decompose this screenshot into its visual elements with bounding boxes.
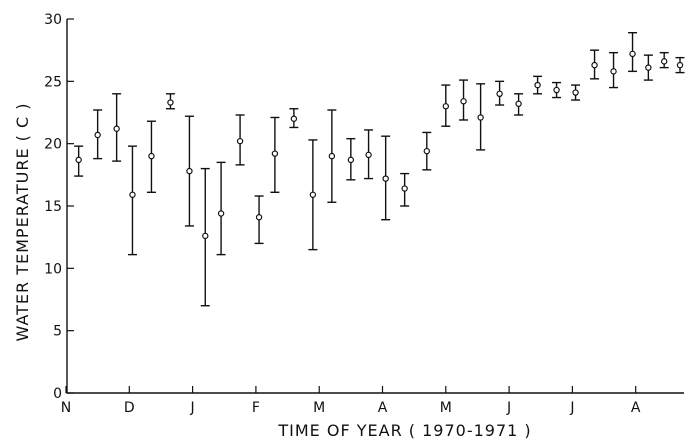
mean-marker-22 [477, 114, 484, 121]
y-tick-label-4: 20 [44, 137, 62, 153]
data-point-3 [127, 145, 137, 256]
axes [66, 19, 684, 394]
data-point-32 [659, 51, 669, 69]
mean-marker-21 [460, 98, 467, 105]
mean-marker-17 [382, 175, 389, 182]
mean-marker-9 [236, 137, 244, 145]
mean-marker-2 [113, 125, 120, 132]
y-tick-label-0: 0 [53, 386, 62, 402]
data-point-22 [476, 83, 486, 151]
x-tick-label-2: J [190, 400, 195, 416]
mean-marker-12 [290, 115, 298, 122]
mean-marker-18 [401, 185, 408, 192]
mean-marker-8 [217, 210, 225, 217]
mean-marker-0 [75, 156, 82, 164]
x-tick-label-5: A [378, 400, 388, 416]
data-point-17 [381, 135, 391, 221]
data-point-21 [459, 79, 469, 121]
x-tick-label-8: J [569, 400, 574, 416]
mean-marker-28 [591, 61, 598, 69]
x-tick-label-0: N [61, 400, 71, 416]
data-point-25 [533, 75, 543, 95]
axis-frame [66, 19, 684, 394]
x-axis-ticks: NDJFMAMJJAS [61, 386, 641, 416]
x-tick-label-3: F [252, 400, 260, 416]
mean-marker-15 [347, 156, 355, 164]
y-tick-label-5: 25 [44, 74, 62, 90]
x-tick-label-6: M [440, 400, 452, 416]
data-point-7 [200, 167, 210, 307]
mean-marker-27 [572, 89, 579, 96]
y-axis-ticks: 0 5 10 15 20 25 30 [44, 12, 74, 402]
data-point-27 [571, 84, 581, 101]
mean-marker-1 [94, 131, 101, 139]
mean-marker-14 [328, 152, 336, 160]
mean-marker-30 [629, 50, 636, 58]
x-axis-label: TIME OF YEAR ( 1970-1971 ) [277, 421, 531, 440]
data-point-11 [270, 116, 280, 193]
data-point-15 [346, 137, 356, 181]
mean-marker-13 [309, 191, 317, 198]
data-point-9 [235, 114, 245, 166]
data-points [74, 32, 685, 307]
y-tick-label-2: 10 [44, 261, 62, 277]
data-point-6 [184, 115, 194, 227]
data-point-19 [422, 131, 432, 171]
mean-marker-24 [515, 100, 522, 107]
mean-marker-32 [660, 58, 668, 65]
data-point-33 [675, 56, 685, 74]
data-point-31 [643, 54, 653, 81]
x-tick-label-7: J [506, 400, 511, 416]
data-point-1 [93, 109, 103, 160]
data-point-8 [216, 161, 226, 256]
data-point-18 [400, 172, 410, 207]
mean-marker-26 [553, 86, 560, 94]
data-point-12 [289, 108, 299, 129]
x-tick-label-9: A [631, 400, 641, 416]
data-point-14 [327, 109, 337, 203]
mean-marker-20 [442, 103, 449, 110]
data-point-24 [514, 93, 524, 116]
data-point-30 [628, 32, 638, 73]
mean-marker-5 [167, 99, 174, 106]
data-point-23 [495, 80, 505, 106]
mean-marker-10 [255, 214, 263, 221]
data-point-13 [308, 139, 318, 251]
data-point-10 [254, 195, 264, 245]
data-point-26 [552, 81, 562, 99]
data-point-20 [441, 84, 451, 127]
mean-marker-6 [186, 167, 193, 175]
data-point-0 [74, 145, 84, 177]
data-point-4 [146, 120, 156, 193]
y-axis-label: WATER TEMPERATURE ( C ) [13, 103, 32, 342]
mean-marker-25 [534, 81, 541, 89]
mean-marker-11 [271, 150, 279, 157]
data-point-2 [112, 93, 122, 162]
y-tick-label-3: 15 [44, 199, 62, 215]
data-point-29 [609, 51, 619, 89]
data-point-5 [165, 93, 175, 110]
x-tick-label-4: M [313, 400, 325, 416]
data-point-16 [364, 129, 374, 180]
mean-marker-31 [645, 64, 652, 71]
data-point-28 [590, 49, 600, 80]
y-tick-label-6: 30 [44, 12, 62, 28]
mean-marker-4 [148, 152, 155, 160]
mean-marker-29 [610, 68, 617, 75]
mean-marker-33 [676, 61, 684, 69]
mean-marker-19 [423, 147, 431, 155]
mean-marker-7 [202, 232, 209, 240]
mean-marker-16 [365, 151, 372, 159]
y-tick-label-1: 5 [53, 324, 62, 340]
mean-marker-23 [496, 90, 503, 98]
mean-marker-3 [129, 191, 136, 198]
x-tick-label-1: D [124, 400, 135, 416]
